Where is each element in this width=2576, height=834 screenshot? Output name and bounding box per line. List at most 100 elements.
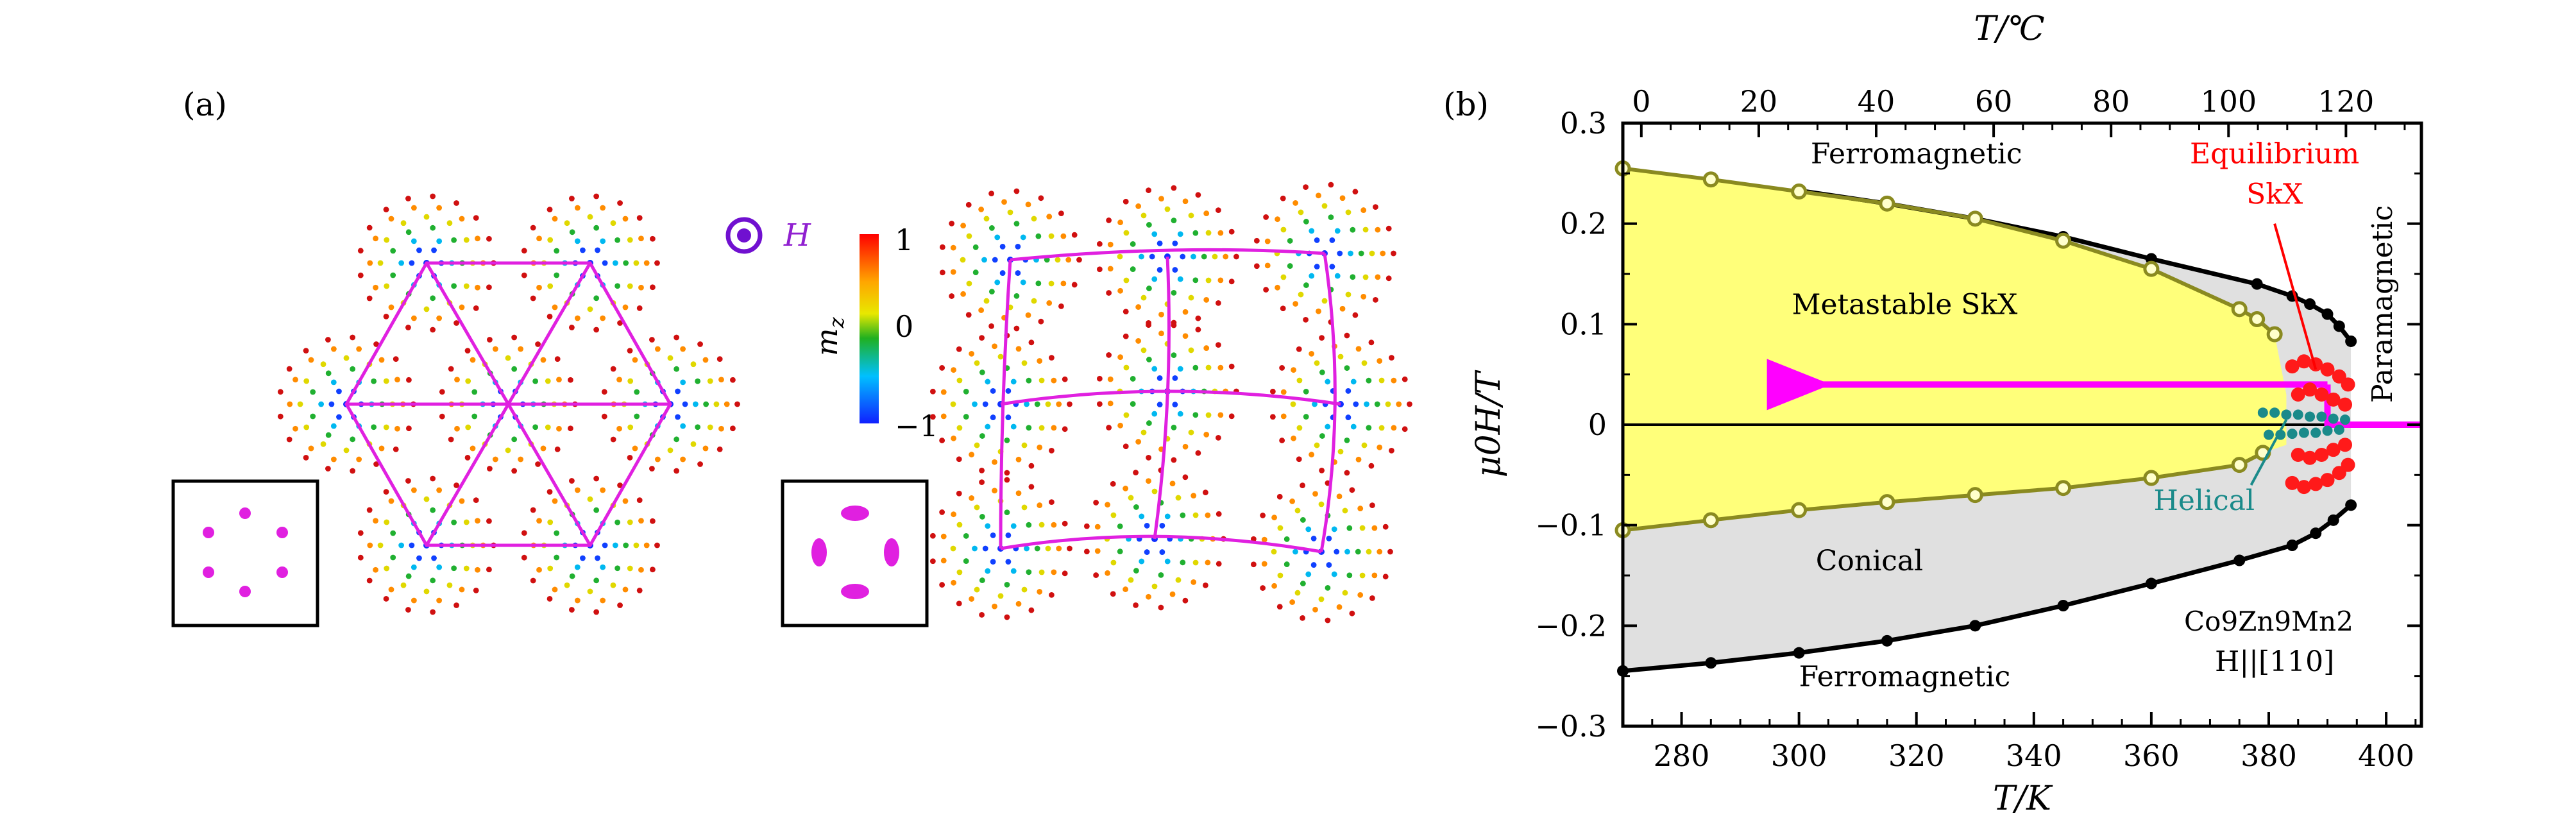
data-point: [2316, 411, 2327, 422]
spin-dot: [492, 346, 498, 352]
data-point: [2345, 499, 2357, 511]
fft-inset-hexagonal: [171, 479, 319, 627]
spin-dot: [1380, 250, 1386, 257]
spin-dot: [614, 283, 621, 289]
spin-dot: [1203, 582, 1208, 588]
metastable-skx-region: [1623, 168, 2287, 531]
panel-a-label: (a): [183, 86, 227, 123]
spin-dot: [367, 542, 373, 549]
data-point: [2310, 427, 2321, 438]
spin-dot: [600, 238, 606, 244]
spin-dot: [1402, 426, 1408, 432]
spin-dot: [423, 306, 430, 312]
spin-dot: [439, 413, 445, 420]
spin-dot: [956, 377, 963, 384]
spin-dot: [1349, 487, 1355, 493]
spin-dot: [1355, 549, 1361, 555]
spin-dot: [940, 533, 947, 540]
x-tick-label: 340: [2006, 738, 2062, 773]
spin-dot: [405, 325, 411, 330]
spin-dot: [697, 341, 703, 347]
spin-dot: [1010, 523, 1017, 529]
spin-dot: [569, 196, 575, 201]
field-direction-symbol: H: [725, 217, 811, 254]
spin-dot: [638, 518, 644, 524]
fft-spot: [239, 507, 251, 519]
spin-dot: [325, 432, 332, 438]
spin-dot: [734, 401, 740, 407]
data-point: [2249, 311, 2266, 327]
fft-spot: [276, 527, 288, 538]
annotation: Co9Zn9Mn2: [2184, 606, 2353, 637]
spin-dot: [536, 566, 542, 573]
spin-dot: [1015, 456, 1022, 463]
x-tick-label: 400: [2358, 738, 2414, 773]
spin-dot: [1015, 244, 1021, 250]
spin-dot: [1305, 571, 1312, 577]
spin-dot: [990, 532, 996, 538]
spin-dot: [1191, 579, 1197, 585]
spin-dot: [1205, 559, 1211, 566]
spin-dot: [475, 566, 480, 573]
spin-dot: [1336, 493, 1343, 500]
spin-dot: [654, 456, 661, 463]
spin-dot: [1276, 604, 1283, 610]
spin-dot: [430, 609, 436, 615]
sq-line: [1000, 389, 1341, 406]
spin-dot: [1407, 401, 1412, 407]
spin-dot: [1334, 228, 1341, 234]
spin-dot: [451, 565, 457, 572]
spin-dot: [1305, 526, 1312, 532]
data-point: [2341, 377, 2355, 392]
spin-dot: [1164, 206, 1171, 212]
spin-dot: [1038, 377, 1045, 384]
spin-dot: [627, 283, 633, 289]
spin-dot: [430, 327, 436, 333]
spin-dot: [614, 237, 621, 243]
data-point: [2296, 354, 2311, 369]
spin-dot: [1216, 561, 1222, 567]
spin-dot: [1037, 445, 1043, 450]
spin-dot: [974, 360, 980, 366]
spin-dot: [1382, 574, 1389, 580]
spin-dot: [1375, 274, 1381, 280]
spin-dot: [1276, 493, 1283, 500]
spin-dot: [1130, 266, 1136, 272]
spin-dot: [1337, 448, 1344, 455]
spin-dot: [674, 334, 680, 341]
spin-dot: [384, 237, 390, 243]
spin-dot: [453, 602, 459, 608]
spin-dot: [1290, 401, 1296, 407]
spin-dot: [643, 260, 650, 266]
sq-line: [1000, 534, 1322, 554]
spin-dot: [1287, 263, 1293, 269]
spin-dot: [716, 356, 723, 362]
spin-dot: [1107, 241, 1114, 248]
spin-dot: [547, 237, 554, 243]
spin-dot: [521, 530, 527, 536]
spin-dot: [1321, 203, 1328, 209]
spin-dot: [320, 441, 326, 447]
spin-dot: [627, 454, 633, 461]
spin-dot: [1192, 230, 1199, 236]
spin-dot: [532, 424, 539, 430]
spin-dot: [1205, 412, 1212, 418]
spin-dot: [1192, 559, 1199, 566]
spin-dot: [423, 214, 430, 220]
spin-dot: [1146, 593, 1151, 600]
spin-dot: [1223, 253, 1229, 260]
spin-dot: [552, 304, 558, 311]
spin-dot: [330, 379, 337, 386]
spin-dot: [436, 597, 443, 604]
spin-dot: [1151, 231, 1158, 237]
spin-dot: [627, 519, 633, 525]
data-point: [1881, 634, 1893, 647]
spin-dot: [997, 593, 1004, 599]
spin-dot: [697, 461, 703, 467]
fft-spot: [884, 538, 899, 566]
spin-dot: [600, 315, 606, 321]
spin-dot: [1291, 367, 1297, 373]
spin-dot: [1344, 365, 1350, 371]
spin-dot: [540, 445, 547, 452]
